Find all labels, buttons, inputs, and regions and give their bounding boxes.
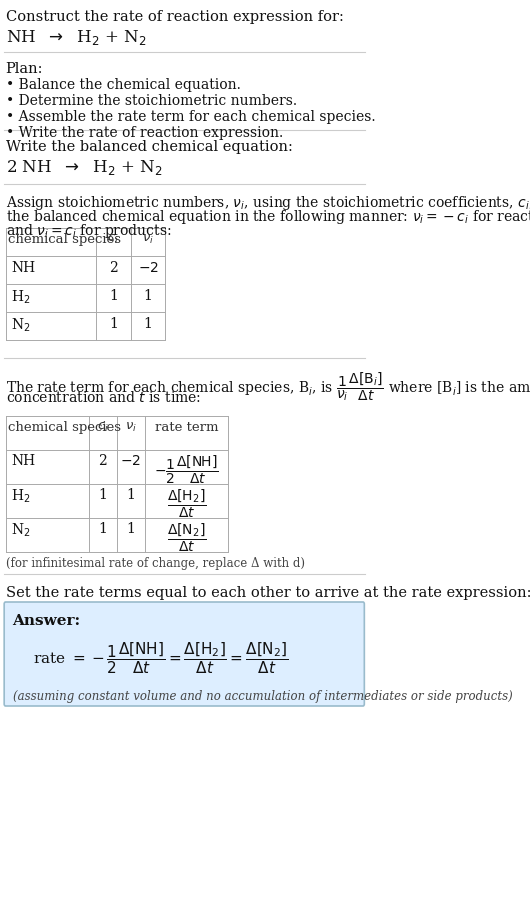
Text: 1: 1 [109,317,118,331]
Text: rate term: rate term [155,421,218,434]
Text: 1: 1 [126,522,135,536]
Text: Write the balanced chemical equation:: Write the balanced chemical equation: [5,140,293,154]
Text: • Balance the chemical equation.: • Balance the chemical equation. [5,78,241,92]
Text: H$_2$: H$_2$ [11,289,31,307]
Text: • Write the rate of reaction expression.: • Write the rate of reaction expression. [5,126,283,140]
Text: rate $= -\dfrac{1}{2}\dfrac{\Delta[\mathrm{NH}]}{\Delta t} = \dfrac{\Delta[\math: rate $= -\dfrac{1}{2}\dfrac{\Delta[\math… [33,640,289,676]
Text: chemical species: chemical species [8,421,121,434]
Text: $c_i$: $c_i$ [97,421,109,434]
Text: and $\nu_i = c_i$ for products:: and $\nu_i = c_i$ for products: [5,222,171,240]
Text: • Assemble the rate term for each chemical species.: • Assemble the rate term for each chemic… [5,110,375,124]
Text: 1: 1 [126,488,135,502]
Text: 1: 1 [99,488,108,502]
FancyBboxPatch shape [4,602,364,706]
Text: NH: NH [11,261,36,275]
Text: 1: 1 [144,317,153,331]
Text: 2 NH  $\rightarrow$  H$_2$ + N$_2$: 2 NH $\rightarrow$ H$_2$ + N$_2$ [5,158,162,177]
Text: $-\dfrac{1}{2}\dfrac{\Delta[\mathrm{NH}]}{\Delta t}$: $-\dfrac{1}{2}\dfrac{\Delta[\mathrm{NH}]… [154,454,219,486]
Text: H$_2$: H$_2$ [11,488,31,505]
Text: the balanced chemical equation in the following manner: $\nu_i = -c_i$ for react: the balanced chemical equation in the fo… [5,208,530,226]
Text: Answer:: Answer: [13,614,81,628]
Text: $\nu_i$: $\nu_i$ [142,233,154,246]
Text: • Determine the stoichiometric numbers.: • Determine the stoichiometric numbers. [5,94,297,108]
Text: Construct the rate of reaction expression for:: Construct the rate of reaction expressio… [5,10,343,24]
Text: (assuming constant volume and no accumulation of intermediates or side products): (assuming constant volume and no accumul… [13,690,513,703]
Text: $\dfrac{\Delta[\mathrm{H_2}]}{\Delta t}$: $\dfrac{\Delta[\mathrm{H_2}]}{\Delta t}$ [166,488,206,521]
Text: 2: 2 [109,261,118,275]
Text: NH: NH [11,454,36,468]
Text: $\dfrac{\Delta[\mathrm{N_2}]}{\Delta t}$: $\dfrac{\Delta[\mathrm{N_2}]}{\Delta t}$ [166,522,206,554]
Text: 1: 1 [144,289,153,303]
Text: 2: 2 [99,454,107,468]
Text: $c_i$: $c_i$ [108,233,119,246]
Text: N$_2$: N$_2$ [11,522,31,540]
Text: 1: 1 [99,522,108,536]
Text: Assign stoichiometric numbers, $\nu_i$, using the stoichiometric coefficients, $: Assign stoichiometric numbers, $\nu_i$, … [5,194,530,212]
Text: $-2$: $-2$ [138,261,158,275]
Text: NH  $\rightarrow$  H$_2$ + N$_2$: NH $\rightarrow$ H$_2$ + N$_2$ [5,28,146,47]
Text: chemical species: chemical species [8,233,121,246]
Text: $-2$: $-2$ [120,454,141,468]
Text: Plan:: Plan: [5,62,43,76]
Text: N$_2$: N$_2$ [11,317,31,334]
Text: (for infinitesimal rate of change, replace Δ with d): (for infinitesimal rate of change, repla… [5,557,305,570]
Text: Set the rate terms equal to each other to arrive at the rate expression:: Set the rate terms equal to each other t… [5,586,530,600]
Text: $\nu_i$: $\nu_i$ [125,421,137,434]
Text: concentration and $t$ is time:: concentration and $t$ is time: [5,390,201,405]
Text: The rate term for each chemical species, B$_i$, is $\dfrac{1}{\nu_i}\dfrac{\Delt: The rate term for each chemical species,… [5,370,530,403]
Text: 1: 1 [109,289,118,303]
